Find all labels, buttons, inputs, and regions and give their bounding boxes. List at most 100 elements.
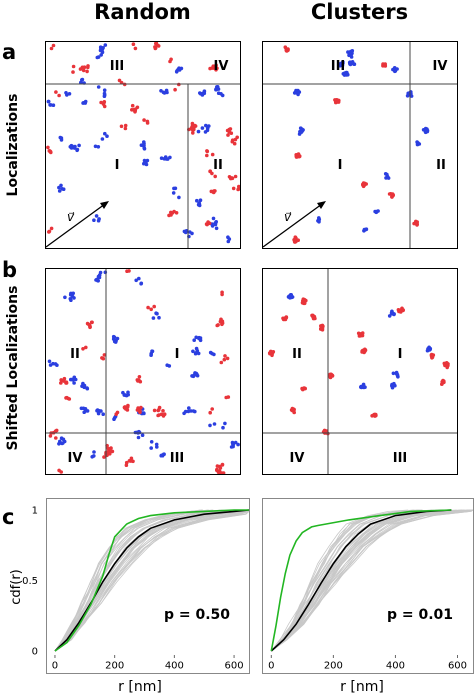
row-label-shifted-localizations: Shifted Localizations — [5, 285, 21, 451]
blue-localization — [392, 66, 397, 70]
quadrant-label-ii: II — [292, 347, 302, 362]
red-localization — [226, 395, 231, 399]
blue-localization — [144, 162, 149, 167]
red-localization — [296, 238, 300, 242]
blue-localization — [195, 198, 199, 203]
red-localization — [117, 78, 122, 83]
blue-localization — [142, 411, 146, 416]
blue-localization — [317, 217, 322, 222]
blue-localization — [187, 406, 191, 410]
blue-localization — [72, 381, 76, 385]
random-cdf-curve — [271, 509, 474, 652]
blue-localization — [92, 218, 96, 222]
localization-dots — [283, 45, 430, 244]
blue-localization — [80, 77, 85, 82]
red-localization — [109, 446, 113, 450]
blue-localization — [226, 239, 231, 244]
blue-localization — [72, 296, 76, 300]
red-localization — [102, 455, 106, 459]
blue-localization — [159, 453, 164, 458]
blue-localization — [197, 335, 201, 340]
red-localization — [212, 189, 216, 193]
red-localization — [445, 365, 449, 370]
blue-localization — [208, 423, 212, 428]
quadrant-label-iv: IV — [214, 59, 229, 74]
red-localization — [110, 449, 115, 454]
red-localization — [156, 44, 161, 48]
red-localization — [131, 108, 136, 112]
red-localization — [149, 307, 153, 312]
panel-letter-b: b — [2, 258, 18, 282]
red-localization — [71, 70, 75, 74]
red-localization — [208, 169, 212, 173]
blue-localization — [67, 92, 72, 96]
blue-localization — [165, 157, 170, 161]
panel-border — [45, 41, 241, 249]
red-localization — [71, 64, 76, 69]
blue-localization — [200, 126, 205, 130]
red-localization — [142, 118, 146, 122]
blue-localization — [144, 159, 149, 164]
x-tick-label: 0 — [268, 660, 274, 671]
red-localization — [190, 123, 195, 128]
blue-localization — [103, 43, 108, 47]
vector-label: v⃗ — [67, 210, 75, 224]
red-localization — [191, 131, 195, 135]
random-cdf-curve — [54, 510, 250, 652]
blue-localization — [359, 385, 364, 390]
red-localization — [221, 471, 226, 475]
red-localization — [47, 230, 51, 234]
blue-localization — [149, 440, 154, 444]
blue-localization — [97, 275, 102, 280]
red-localization — [205, 149, 210, 154]
blue-localization — [387, 314, 392, 318]
blue-localization — [196, 129, 201, 134]
red-localization — [129, 456, 134, 461]
blue-localization — [154, 442, 159, 447]
red-localization — [230, 176, 235, 181]
red-localization — [48, 434, 53, 438]
blue-localization — [385, 172, 389, 177]
x-tick-label: 400 — [165, 660, 184, 671]
blue-localization — [51, 103, 56, 107]
blue-localization — [164, 88, 169, 93]
blue-localization — [57, 185, 61, 190]
red-localization — [46, 145, 50, 150]
red-localization — [167, 213, 171, 218]
blue-localization — [100, 137, 105, 141]
panel-letter-a: a — [2, 40, 17, 64]
x-tick-label: 200 — [324, 660, 343, 671]
red-localization — [283, 45, 288, 49]
blue-localization — [69, 377, 73, 382]
blue-localization — [92, 454, 96, 458]
red-localization — [304, 298, 308, 303]
red-localization — [146, 305, 150, 310]
random-cdf-curve — [271, 509, 457, 652]
blue-localization — [53, 362, 58, 366]
red-localization — [82, 65, 87, 69]
blue-localization — [205, 128, 210, 133]
red-localization — [204, 222, 209, 226]
red-localization — [153, 45, 158, 50]
blue-localization — [391, 371, 396, 376]
blue-localization — [211, 216, 216, 221]
random-cdf-curve — [271, 509, 465, 652]
red-localization — [213, 174, 217, 179]
quadrant-label-iv: IV — [290, 451, 305, 466]
blue-localization — [111, 334, 116, 339]
blue-localization — [172, 186, 176, 191]
y-tick-label: 1 — [32, 506, 38, 517]
blue-localization — [392, 381, 396, 386]
blue-localization — [352, 62, 357, 66]
column-title-clusters: Clusters — [310, 0, 409, 24]
red-localization — [145, 121, 150, 125]
red-localization — [215, 464, 220, 468]
red-localization — [59, 378, 63, 382]
red-localization — [47, 149, 52, 153]
red-localization — [49, 226, 54, 231]
red-localization — [311, 314, 316, 319]
red-localization — [415, 220, 419, 224]
red-localization — [371, 413, 376, 417]
blue-localization — [79, 406, 84, 411]
scatter-panel-a-clusters: III IV I II v⃗ — [262, 41, 458, 249]
